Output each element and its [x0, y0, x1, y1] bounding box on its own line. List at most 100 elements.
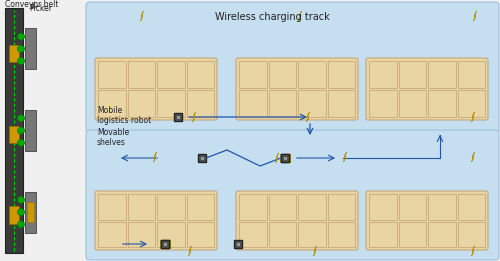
Polygon shape — [192, 112, 196, 122]
Bar — [128, 90, 155, 117]
Bar — [281, 154, 289, 162]
Bar — [239, 222, 266, 247]
Bar — [128, 194, 155, 220]
Circle shape — [18, 127, 24, 134]
Bar — [268, 61, 296, 88]
Bar — [98, 90, 126, 117]
Polygon shape — [472, 112, 474, 122]
Circle shape — [18, 33, 24, 40]
FancyBboxPatch shape — [366, 58, 488, 120]
Text: Movable
shelves: Movable shelves — [97, 128, 129, 147]
Bar — [25, 110, 36, 151]
Polygon shape — [154, 152, 156, 162]
Bar — [157, 222, 184, 247]
Bar — [5, 8, 23, 253]
Bar — [298, 194, 326, 220]
Circle shape — [18, 139, 24, 146]
Bar — [428, 222, 456, 247]
Bar — [398, 90, 426, 117]
Bar — [198, 154, 206, 162]
Bar — [98, 61, 126, 88]
Text: Wireless charging track: Wireless charging track — [215, 12, 330, 22]
FancyBboxPatch shape — [86, 2, 499, 134]
Polygon shape — [472, 152, 474, 162]
Bar — [239, 61, 266, 88]
Bar — [176, 115, 180, 119]
Bar — [186, 222, 214, 247]
Circle shape — [18, 197, 24, 203]
Bar — [157, 90, 184, 117]
Circle shape — [18, 45, 24, 52]
Bar — [428, 90, 456, 117]
Bar — [186, 61, 214, 88]
Bar — [161, 240, 169, 248]
Bar — [161, 240, 169, 248]
Text: Conveyor belt: Conveyor belt — [5, 0, 59, 9]
Polygon shape — [474, 11, 476, 21]
Bar — [157, 194, 184, 220]
Bar — [25, 192, 36, 233]
Polygon shape — [276, 153, 278, 163]
Bar — [328, 61, 355, 88]
Bar — [8, 206, 20, 224]
Polygon shape — [140, 11, 143, 21]
Bar — [398, 61, 426, 88]
Bar — [369, 194, 396, 220]
Bar — [281, 154, 289, 162]
Bar — [157, 61, 184, 88]
Bar — [328, 194, 355, 220]
FancyBboxPatch shape — [95, 58, 217, 120]
Bar — [458, 194, 485, 220]
Bar — [98, 194, 126, 220]
Bar — [186, 90, 214, 117]
Bar — [298, 61, 326, 88]
FancyBboxPatch shape — [366, 191, 488, 250]
Polygon shape — [298, 11, 302, 21]
Bar — [458, 222, 485, 247]
Bar — [27, 202, 34, 222]
FancyBboxPatch shape — [95, 191, 217, 250]
Text: Mobile
logistics robot: Mobile logistics robot — [97, 106, 151, 125]
Bar — [128, 61, 155, 88]
Bar — [236, 242, 240, 246]
Bar — [369, 222, 396, 247]
Bar — [163, 242, 167, 246]
Bar — [239, 194, 266, 220]
FancyBboxPatch shape — [236, 58, 358, 120]
Bar — [280, 154, 290, 162]
Polygon shape — [306, 112, 310, 122]
FancyBboxPatch shape — [86, 130, 499, 260]
Bar — [8, 45, 20, 62]
Bar — [428, 61, 456, 88]
Bar — [186, 194, 214, 220]
Bar — [268, 194, 296, 220]
Bar — [398, 194, 426, 220]
Bar — [234, 240, 242, 248]
Polygon shape — [314, 246, 316, 256]
Bar — [328, 222, 355, 247]
Circle shape — [18, 58, 24, 64]
Bar — [268, 222, 296, 247]
Circle shape — [18, 209, 24, 216]
FancyBboxPatch shape — [236, 191, 358, 250]
Bar — [458, 90, 485, 117]
Bar — [369, 61, 396, 88]
Bar — [128, 222, 155, 247]
Polygon shape — [188, 246, 192, 256]
Polygon shape — [344, 152, 346, 162]
Bar — [268, 90, 296, 117]
Bar — [298, 90, 326, 117]
Bar — [98, 222, 126, 247]
Circle shape — [18, 221, 24, 228]
Bar — [458, 61, 485, 88]
Bar — [200, 156, 204, 160]
Bar — [369, 90, 396, 117]
Bar — [239, 90, 266, 117]
Bar — [25, 28, 36, 69]
Text: Picker: Picker — [29, 4, 52, 13]
Polygon shape — [472, 246, 474, 256]
Bar — [428, 194, 456, 220]
Bar — [283, 156, 287, 160]
Bar — [160, 240, 170, 248]
Bar — [8, 126, 20, 143]
